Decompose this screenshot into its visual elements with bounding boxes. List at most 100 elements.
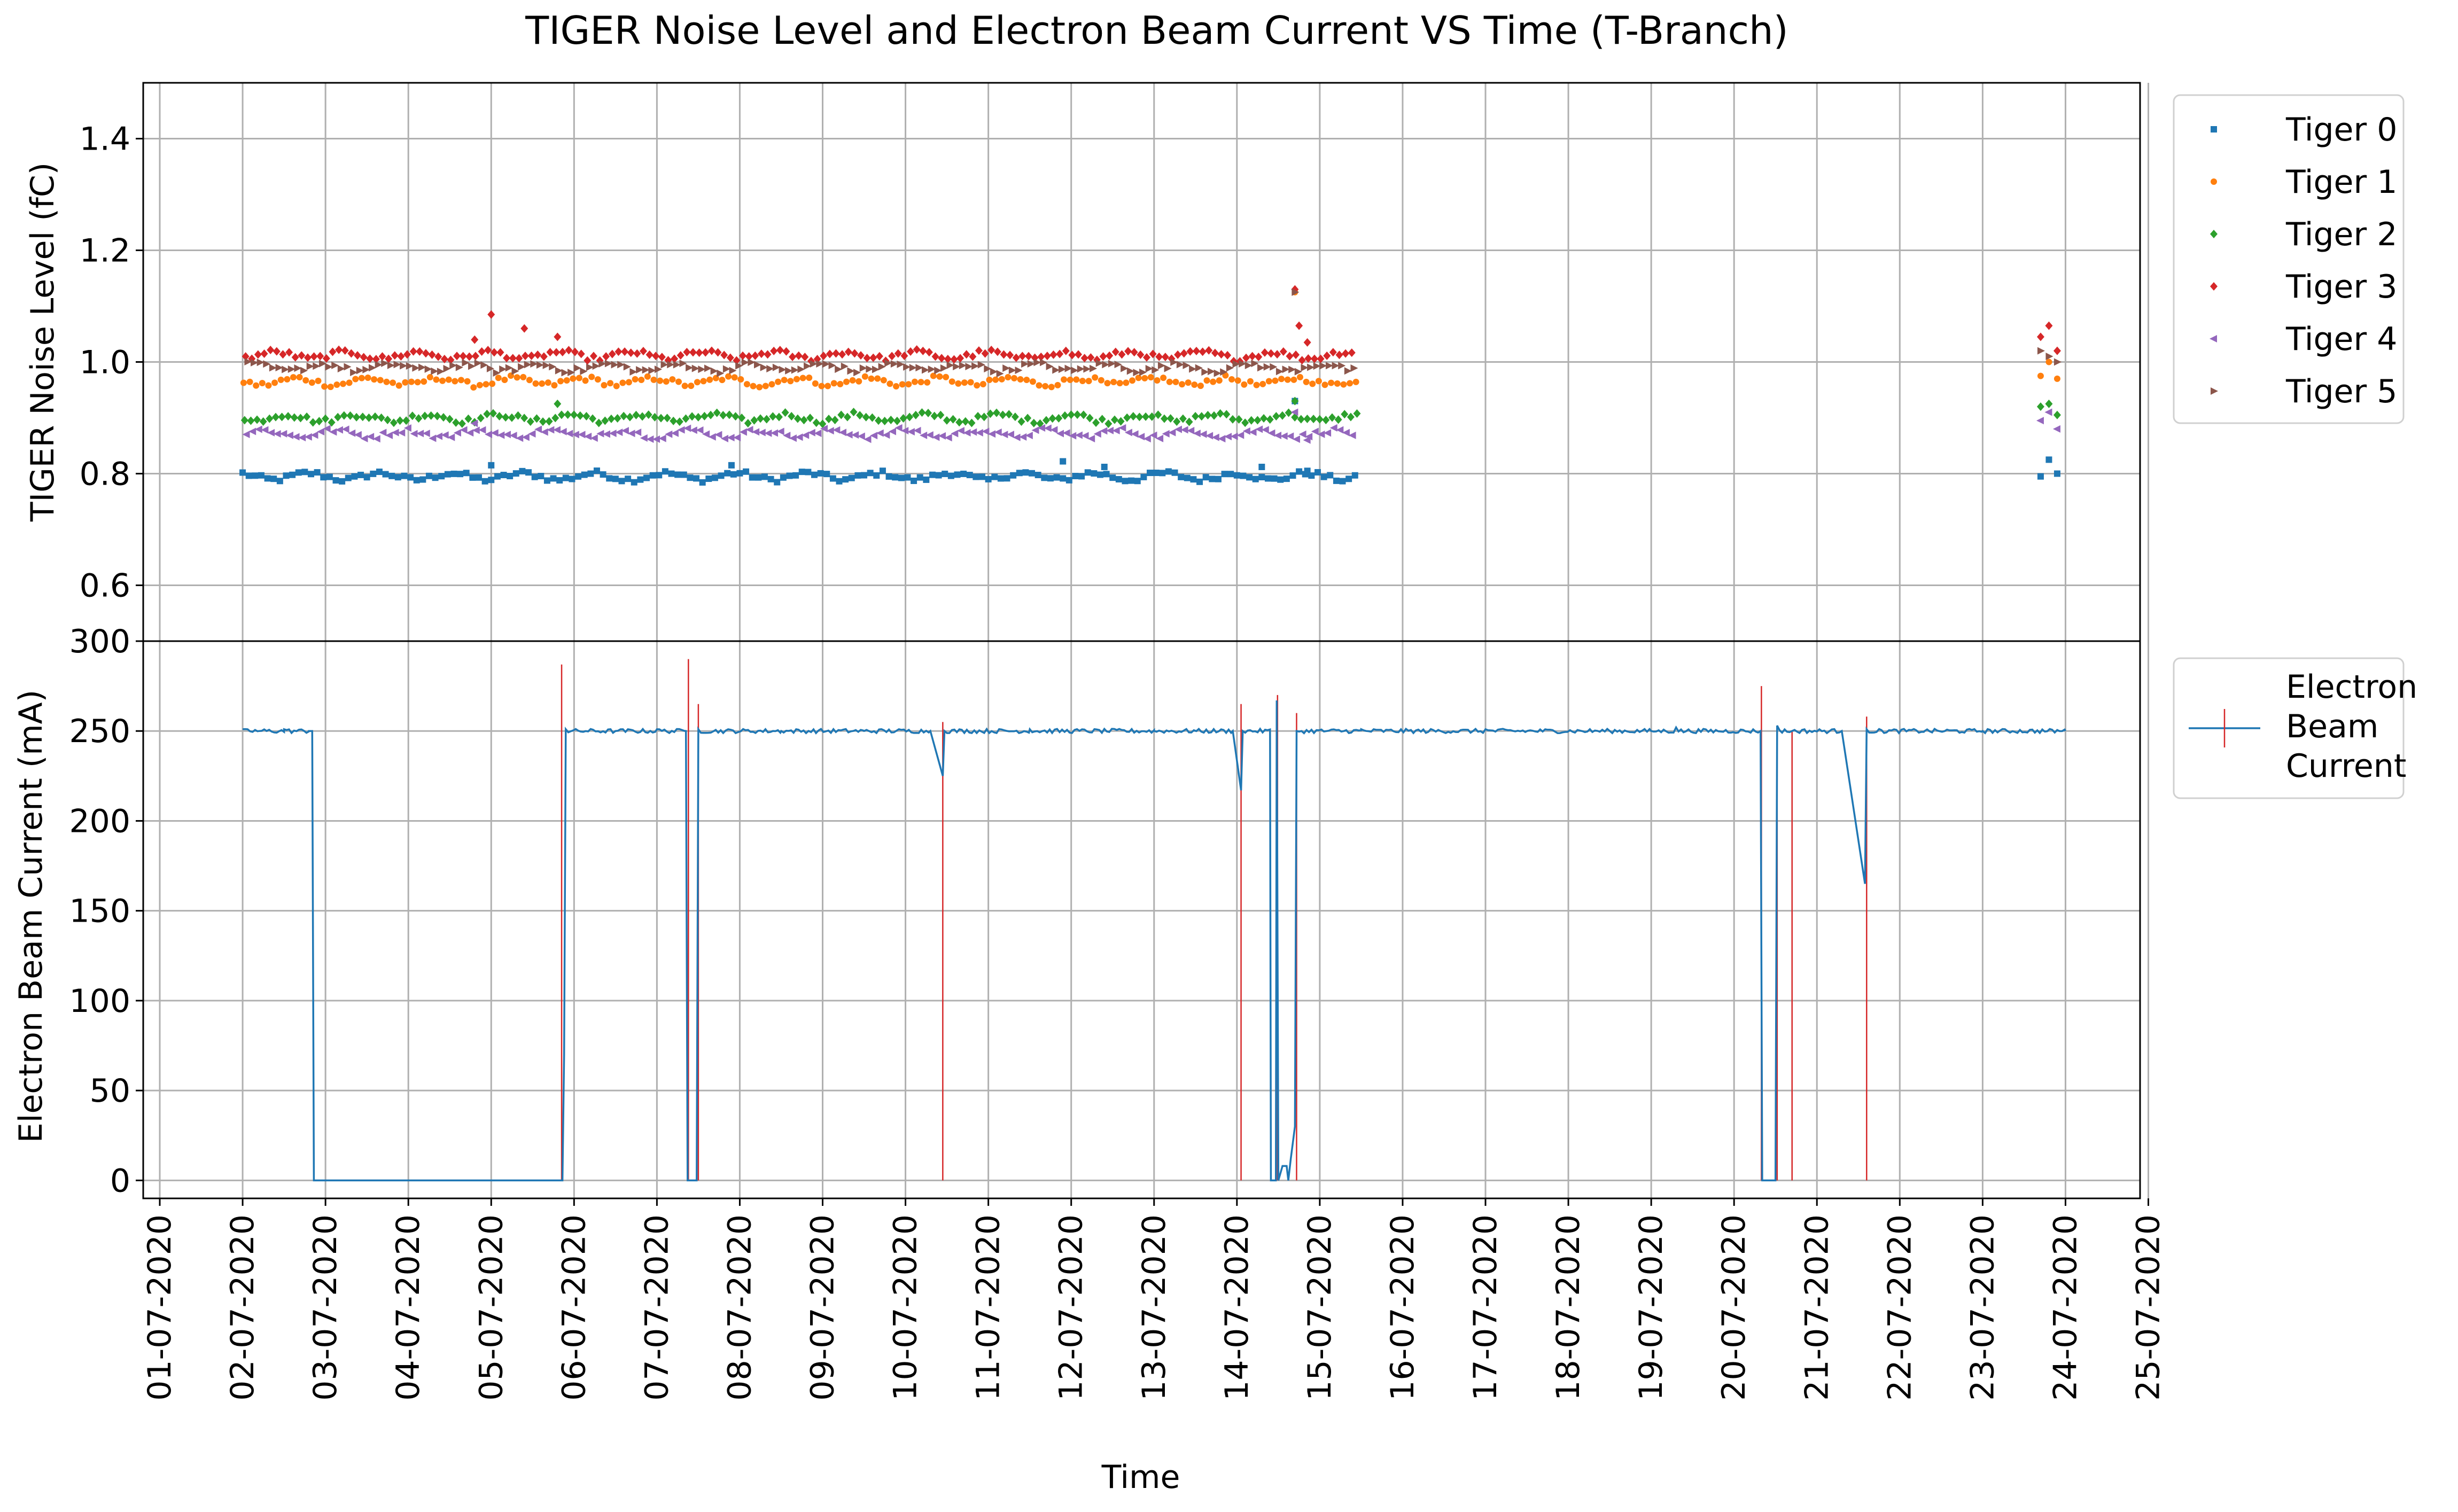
point-tiger-2 bbox=[539, 417, 547, 426]
point-tiger-2 bbox=[887, 415, 895, 424]
point-tiger-3 bbox=[832, 349, 840, 358]
point-tiger-0 bbox=[1034, 472, 1041, 479]
point-tiger-1 bbox=[476, 381, 483, 388]
point-tiger-4 bbox=[466, 429, 474, 437]
point-tiger-2 bbox=[564, 410, 572, 419]
point-tiger-0 bbox=[1078, 473, 1085, 480]
point-tiger-1 bbox=[743, 381, 750, 388]
point-tiger-1 bbox=[1092, 374, 1099, 381]
point-tiger-2 bbox=[769, 412, 777, 421]
point-tiger-4 bbox=[1290, 408, 1298, 416]
point-tiger-0 bbox=[388, 472, 395, 479]
point-tiger-2 bbox=[980, 412, 988, 422]
point-tiger-1 bbox=[240, 379, 247, 386]
point-tiger-5 bbox=[1176, 361, 1184, 369]
point-tiger-0 bbox=[966, 472, 973, 479]
point-tiger-2 bbox=[290, 413, 298, 422]
point-tiger-2 bbox=[675, 417, 683, 426]
y-axis-label-noise: TIGER Noise Level (fC) bbox=[24, 162, 61, 522]
point-tiger-2 bbox=[309, 418, 317, 427]
point-tiger-1 bbox=[961, 379, 968, 386]
point-tiger-4 bbox=[1348, 431, 1356, 439]
point-tiger-0 bbox=[1333, 477, 1340, 484]
point-tiger-0 bbox=[786, 472, 793, 479]
point-tiger-0 bbox=[711, 474, 718, 481]
y-tick-label: 1.0 bbox=[80, 344, 130, 381]
point-tiger-3 bbox=[602, 352, 610, 361]
point-tiger-4 bbox=[1261, 426, 1269, 434]
point-tiger-1 bbox=[408, 378, 415, 385]
point-tiger-4 bbox=[354, 431, 362, 439]
point-tiger-0 bbox=[1115, 476, 1122, 483]
point-tiger-4 bbox=[1143, 435, 1151, 443]
point-tiger-4 bbox=[2044, 408, 2052, 416]
point-tiger-0 bbox=[488, 462, 495, 469]
point-tiger-2 bbox=[1291, 396, 1299, 406]
point-tiger-0 bbox=[1022, 469, 1029, 476]
point-tiger-2 bbox=[1142, 412, 1150, 421]
point-tiger-0 bbox=[749, 474, 756, 481]
point-tiger-5 bbox=[1239, 360, 1247, 368]
point-tiger-3 bbox=[397, 352, 405, 361]
point-tiger-1 bbox=[1197, 383, 1204, 389]
point-tiger-1 bbox=[837, 380, 844, 387]
point-tiger-3 bbox=[627, 348, 635, 357]
point-tiger-0 bbox=[1221, 471, 1228, 478]
point-tiger-1 bbox=[246, 378, 253, 385]
point-tiger-0 bbox=[736, 470, 743, 477]
point-tiger-1 bbox=[1334, 380, 1341, 387]
point-tiger-2 bbox=[732, 412, 740, 421]
point-tiger-3 bbox=[279, 350, 287, 359]
point-tiger-2 bbox=[1067, 410, 1075, 419]
point-tiger-4 bbox=[864, 435, 872, 443]
point-tiger-4 bbox=[1006, 431, 1014, 439]
point-tiger-3 bbox=[540, 352, 548, 361]
point-tiger-1 bbox=[725, 373, 732, 380]
point-tiger-0 bbox=[836, 478, 843, 485]
point-tiger-3 bbox=[820, 352, 828, 361]
point-tiger-3 bbox=[1155, 352, 1163, 361]
point-tiger-0 bbox=[419, 476, 426, 483]
x-tick-label: 17-07-2020 bbox=[1467, 1214, 1504, 1401]
point-tiger-4 bbox=[1303, 436, 1311, 444]
point-tiger-2 bbox=[837, 410, 845, 419]
point-tiger-2 bbox=[2053, 410, 2061, 419]
point-tiger-4 bbox=[1180, 426, 1188, 434]
legend-layer: Tiger 0 Tiger 1 Tiger 2 Tiger 3 Tiger 4 Tiger… bbox=[2173, 94, 2417, 799]
point-tiger-3 bbox=[633, 349, 641, 358]
point-tiger-3 bbox=[459, 352, 467, 361]
point-tiger-2 bbox=[607, 414, 615, 423]
point-tiger-4 bbox=[553, 426, 561, 434]
point-tiger-3 bbox=[285, 348, 293, 357]
point-tiger-1 bbox=[1203, 377, 1210, 384]
point-tiger-5 bbox=[387, 361, 395, 369]
point-tiger-4 bbox=[578, 431, 586, 439]
point-tiger-4 bbox=[497, 431, 505, 439]
point-tiger-2 bbox=[794, 414, 802, 423]
point-tiger-5 bbox=[1164, 364, 1172, 372]
point-tiger-5 bbox=[313, 362, 321, 370]
point-tiger-1 bbox=[1179, 381, 1186, 388]
point-tiger-3 bbox=[745, 352, 753, 361]
point-tiger-3 bbox=[676, 351, 684, 360]
point-tiger-0 bbox=[718, 472, 725, 479]
point-tiger-2 bbox=[1166, 414, 1174, 423]
point-tiger-1 bbox=[296, 374, 303, 381]
point-tiger-5 bbox=[760, 363, 768, 371]
point-tiger-1 bbox=[333, 381, 340, 388]
point-tiger-1 bbox=[445, 376, 452, 383]
y-tick-label: 0 bbox=[110, 1162, 130, 1199]
point-tiger-0 bbox=[600, 471, 606, 478]
point-tiger-4 bbox=[372, 435, 380, 443]
point-tiger-3 bbox=[894, 349, 902, 358]
point-tiger-5 bbox=[1319, 362, 1327, 370]
point-tiger-5 bbox=[1152, 366, 1160, 374]
point-tiger-3 bbox=[1279, 347, 1287, 356]
point-tiger-1 bbox=[582, 377, 589, 384]
point-tiger-2 bbox=[365, 413, 373, 422]
point-tiger-0 bbox=[556, 477, 563, 484]
point-tiger-5 bbox=[772, 363, 780, 371]
point-tiger-5 bbox=[990, 368, 998, 376]
x-tick-label: 09-07-2020 bbox=[804, 1214, 842, 1401]
point-tiger-2 bbox=[1005, 410, 1013, 419]
